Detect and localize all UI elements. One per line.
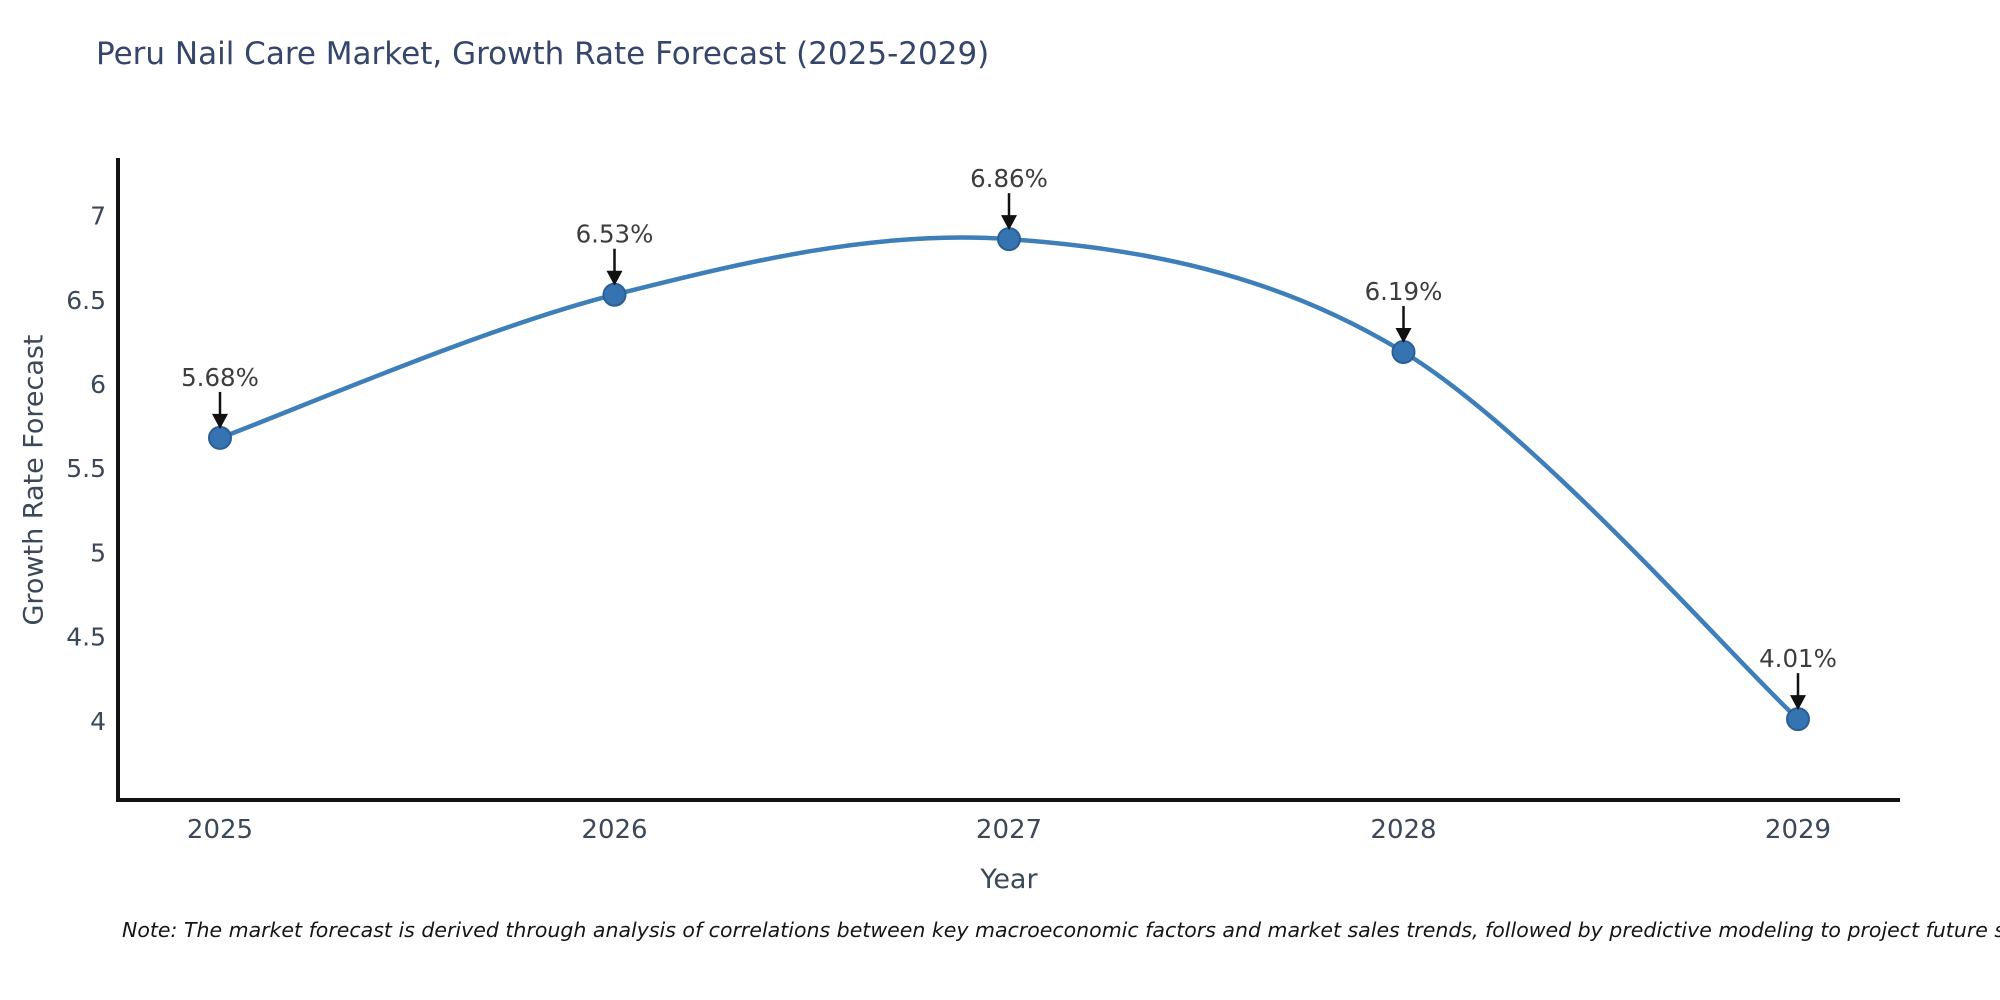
y-tick-label: 6 [90,370,106,399]
annotation-label: 6.86% [970,164,1048,193]
data-point-2027[interactable] [997,227,1021,252]
footnote: Note: The market forecast is derived thr… [122,918,2000,942]
annotation-label: 6.19% [1365,277,1443,306]
annotation-label: 5.68% [181,363,259,392]
data-point-2029[interactable] [1786,707,1810,732]
annotation-label: 4.01% [1759,644,1837,673]
data-point-2026[interactable] [602,282,627,307]
y-tick-label: 5.5 [66,454,106,483]
annotation-arrowhead [1001,215,1017,231]
y-tick-label: 4.5 [66,623,106,652]
y-tick-label: 5 [90,538,106,567]
x-axis-title: Year [980,864,1038,895]
annotation-arrowhead [606,270,623,286]
x-tick-label: 2029 [1765,815,1831,845]
x-tick-label: 2028 [1370,815,1436,845]
data-point-2025[interactable] [208,425,232,450]
x-tick-label: 2025 [187,815,253,845]
x-tick-label: 2027 [976,815,1042,845]
data-point-2028[interactable] [1391,340,1416,364]
chart-title: Peru Nail Care Market, Growth Rate Forec… [96,36,990,72]
x-tick-label: 2026 [581,815,647,845]
annotation-label: 6.53% [576,220,654,249]
annotation-arrowhead [1790,695,1806,711]
y-tick-label: 6.5 [66,286,106,315]
y-tick-label: 7 [90,202,106,231]
annotation-arrowhead [1395,328,1412,343]
annotation-arrowhead [212,413,228,429]
trend-line [217,235,1801,722]
y-tick-label: 4 [90,707,106,736]
